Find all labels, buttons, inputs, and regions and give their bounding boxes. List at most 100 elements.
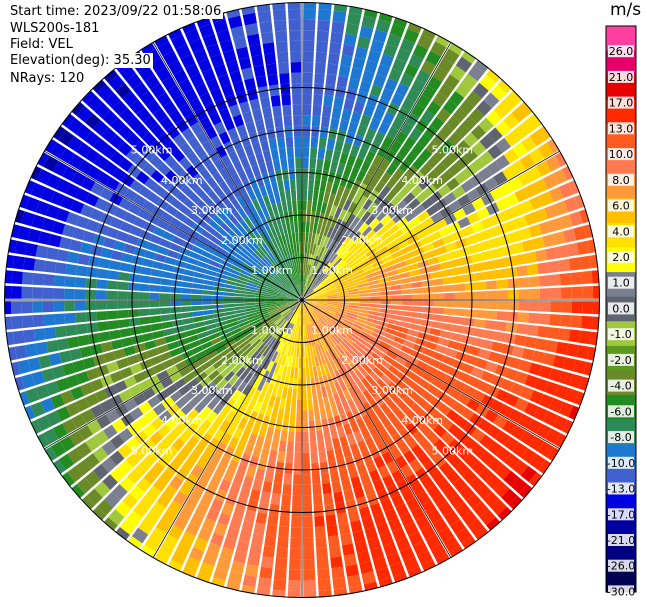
velocity-gate: [345, 410, 356, 423]
velocity-gate: [227, 571, 243, 585]
velocity-gate: [281, 94, 291, 106]
velocity-gate: [261, 333, 271, 343]
velocity-gate: [374, 406, 386, 420]
velocity-gate: [55, 208, 70, 223]
velocity-gate: [379, 402, 392, 415]
velocity-gate: [196, 455, 209, 469]
velocity-gate: [294, 314, 299, 325]
velocity-gate: [187, 450, 201, 464]
azimuth-spoke: [152, 299, 303, 558]
velocity-gate: [266, 360, 275, 372]
velocity-gate: [54, 262, 67, 275]
velocity-gate: [554, 200, 569, 216]
velocity-gate: [239, 101, 251, 114]
velocity-gate: [161, 396, 175, 410]
velocity-gate: [30, 166, 42, 181]
velocity-gate: [350, 111, 362, 124]
velocity-gate: [302, 93, 312, 105]
velocity-gate: [167, 184, 180, 197]
velocity-gate: [79, 242, 93, 254]
velocity-gate: [323, 280, 334, 288]
velocity-gate: [188, 228, 201, 239]
velocity-gate: [380, 374, 392, 386]
velocity-gate: [45, 139, 58, 154]
velocity-gate: [102, 110, 118, 126]
velocity-gate: [75, 397, 90, 412]
velocity-gate: [98, 258, 111, 269]
velocity-gate: [213, 567, 229, 581]
colorbar-tick-bg: [608, 225, 634, 238]
velocity-gate: [503, 470, 520, 487]
velocity-gate: [289, 40, 301, 52]
velocity-gate: [443, 535, 460, 552]
velocity-gate: [291, 356, 296, 368]
velocity-gate: [278, 305, 289, 311]
velocity-gate: [302, 346, 305, 358]
velocity-gate: [93, 464, 109, 480]
velocity-gate: [260, 316, 271, 324]
velocity-gate: [386, 484, 400, 498]
velocity-gate: [288, 232, 293, 244]
velocity-gate: [446, 177, 460, 191]
velocity-gate: [327, 296, 339, 299]
velocity-gate: [232, 506, 245, 520]
velocity-gate: [75, 124, 92, 141]
velocity-gate: [508, 90, 523, 105]
velocity-gate: [459, 99, 475, 115]
velocity-gate: [462, 421, 477, 436]
velocity-gate: [490, 187, 505, 201]
velocity-gate: [62, 472, 75, 487]
velocity-gate: [282, 419, 289, 431]
velocity-gate: [322, 482, 332, 495]
velocity-gate: [32, 273, 45, 286]
velocity-gate: [411, 281, 423, 288]
instrument-label: WLS200s-181: [10, 21, 102, 36]
velocity-gate: [278, 526, 290, 538]
velocity-gate: [396, 371, 409, 383]
velocity-gate: [292, 288, 300, 297]
velocity-gate: [420, 109, 435, 125]
velocity-gate: [410, 402, 424, 416]
velocity-gate: [389, 279, 401, 286]
velocity-gate: [77, 334, 90, 347]
velocity-gate: [385, 163, 398, 176]
velocity-gate: [234, 289, 246, 294]
velocity-gate: [258, 425, 268, 438]
velocity-gate: [439, 330, 452, 339]
velocity-gate: [524, 336, 537, 349]
velocity-gate: [520, 465, 537, 483]
velocity-gate: [426, 155, 440, 169]
velocity-gate: [521, 239, 535, 252]
velocity-gate: [297, 389, 302, 400]
velocity-gate: [232, 240, 244, 251]
velocity-gate: [196, 572, 211, 583]
velocity-gate: [411, 287, 423, 294]
velocity-gate: [291, 232, 296, 244]
velocity-gate: [316, 547, 328, 559]
velocity-gate: [368, 339, 380, 349]
velocity-gate: [421, 560, 436, 572]
velocity-gate: [359, 114, 372, 128]
velocity-gate: [542, 352, 556, 366]
velocity-gate: [252, 199, 261, 211]
velocity-gate: [249, 225, 259, 237]
velocity-gate: [285, 333, 291, 345]
velocity-gate: [24, 405, 36, 420]
velocity-gate: [259, 21, 273, 34]
velocity-gate: [287, 312, 294, 322]
velocity-gate: [357, 195, 368, 208]
velocity-gate: [164, 334, 177, 344]
velocity-gate: [300, 304, 302, 315]
velocity-gate: [445, 469, 461, 485]
velocity-gate: [332, 10, 347, 23]
velocity-gate: [278, 364, 285, 376]
velocity-gate: [324, 503, 335, 516]
velocity-gate: [191, 366, 204, 377]
velocity-gate: [119, 108, 135, 124]
velocity-gate: [306, 300, 317, 302]
range-ring-label: 5.00km: [131, 444, 173, 457]
velocity-gate: [152, 403, 167, 416]
colorbar: 26.021.017.013.010.08.06.04.02.01.00.0-1…: [605, 25, 637, 598]
velocity-gate: [109, 450, 125, 466]
